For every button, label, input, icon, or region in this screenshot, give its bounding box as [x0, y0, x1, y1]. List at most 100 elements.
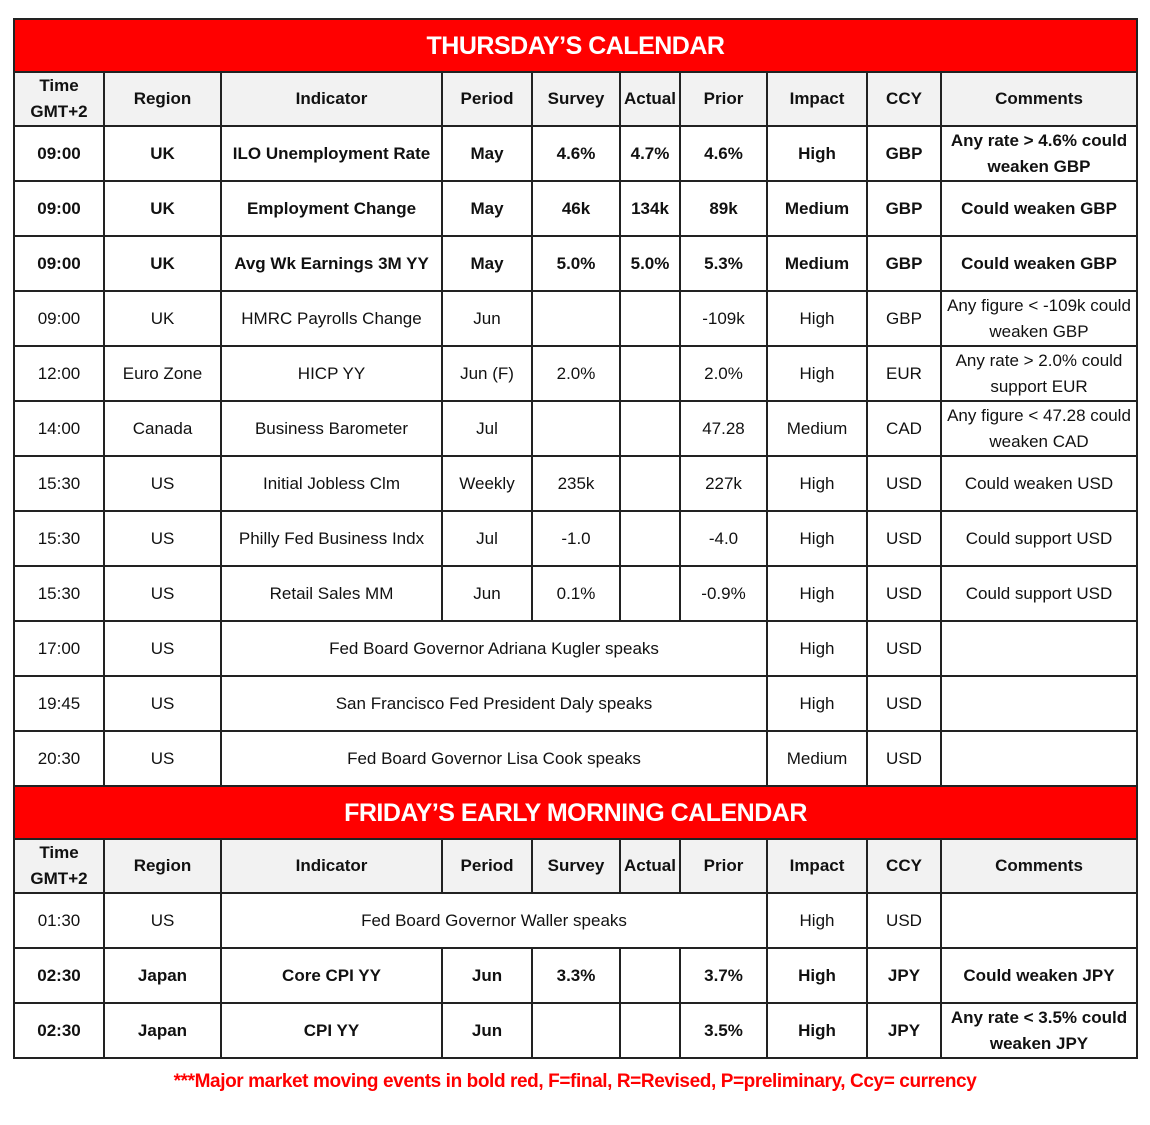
- period-cell: May: [441, 125, 533, 182]
- column-header-comments: Comments: [940, 71, 1138, 127]
- prior-cell: 3.7%: [679, 947, 768, 1004]
- time-cell: 09:00: [13, 125, 105, 182]
- actual-cell: [619, 947, 681, 1004]
- actual-cell: [619, 510, 681, 567]
- survey-cell: 4.6%: [531, 125, 621, 182]
- column-header-impact: Impact: [766, 71, 868, 127]
- region-cell: US: [103, 565, 222, 622]
- actual-cell: [619, 290, 681, 347]
- indicator-cell: HICP YY: [220, 345, 443, 402]
- period-cell: Jul: [441, 400, 533, 457]
- event-cell: Fed Board Governor Waller speaks: [220, 892, 768, 949]
- comments-cell: Any figure < 47.28 could weaken CAD: [940, 400, 1138, 457]
- indicator-cell: Avg Wk Earnings 3M YY: [220, 235, 443, 292]
- survey-cell: -1.0: [531, 510, 621, 567]
- column-header-prior: Prior: [679, 838, 768, 894]
- impact-cell: High: [766, 565, 868, 622]
- comments-cell: Could weaken GBP: [940, 235, 1138, 292]
- region-cell: US: [103, 675, 222, 732]
- prior-cell: 4.6%: [679, 125, 768, 182]
- indicator-cell: ILO Unemployment Rate: [220, 125, 443, 182]
- impact-cell: High: [766, 620, 868, 677]
- ccy-cell: JPY: [866, 1002, 942, 1059]
- impact-cell: High: [766, 510, 868, 567]
- ccy-cell: USD: [866, 892, 942, 949]
- actual-cell: [619, 1002, 681, 1059]
- table-row: 02:30 Japan CPI YY Jun 3.5% High JPY Any rate <…: [13, 1002, 1138, 1059]
- time-cell: 15:30: [13, 565, 105, 622]
- region-cell: US: [103, 730, 222, 787]
- time-cell: 15:30: [13, 510, 105, 567]
- friday-title: FRIDAY’S EARLY MORNING CALENDAR: [13, 785, 1138, 840]
- region-cell: Canada: [103, 400, 222, 457]
- column-header-indicator: Indicator: [220, 71, 443, 127]
- region-cell: US: [103, 892, 222, 949]
- actual-cell: [619, 455, 681, 512]
- actual-cell: [619, 565, 681, 622]
- comments-cell: Any rate < 3.5% could weaken JPY: [940, 1002, 1138, 1059]
- period-cell: Jun: [441, 565, 533, 622]
- thursday-banner: THURSDAY’S CALENDAR: [13, 18, 1138, 73]
- column-header-period: Period: [441, 838, 533, 894]
- comments-cell: Could support USD: [940, 510, 1138, 567]
- region-cell: UK: [103, 235, 222, 292]
- prior-cell: 89k: [679, 180, 768, 237]
- period-cell: Jun: [441, 290, 533, 347]
- region-cell: Euro Zone: [103, 345, 222, 402]
- comments-cell: Could weaken JPY: [940, 947, 1138, 1004]
- impact-cell: High: [766, 947, 868, 1004]
- table-row: 15:30 US Initial Jobless Clm Weekly 235k 227k…: [13, 455, 1138, 512]
- table-row: 17:00 US Fed Board Governor Adriana Kugler…: [13, 620, 1138, 677]
- impact-cell: Medium: [766, 400, 868, 457]
- prior-cell: 227k: [679, 455, 768, 512]
- impact-cell: High: [766, 1002, 868, 1059]
- comments-cell: Any rate > 2.0% could support EUR: [940, 345, 1138, 402]
- column-header-time: Time GMT+2: [13, 838, 105, 894]
- ccy-cell: USD: [866, 620, 942, 677]
- ccy-cell: USD: [866, 510, 942, 567]
- ccy-cell: JPY: [866, 947, 942, 1004]
- ccy-cell: CAD: [866, 400, 942, 457]
- comments-cell: [940, 892, 1138, 949]
- indicator-cell: Initial Jobless Clm: [220, 455, 443, 512]
- impact-cell: Medium: [766, 235, 868, 292]
- region-cell: UK: [103, 180, 222, 237]
- column-header-comments: Comments: [940, 838, 1138, 894]
- time-cell: 20:30: [13, 730, 105, 787]
- column-header-survey: Survey: [531, 838, 621, 894]
- economic-calendar: THURSDAY’S CALENDAR Time GMT+2 Region Indic…: [13, 18, 1138, 1059]
- table-row: 14:00 Canada Business Barometer Jul 47.28 Med…: [13, 400, 1138, 457]
- ccy-cell: USD: [866, 565, 942, 622]
- survey-cell: 46k: [531, 180, 621, 237]
- survey-cell: 5.0%: [531, 235, 621, 292]
- column-header-impact: Impact: [766, 838, 868, 894]
- thursday-title: THURSDAY’S CALENDAR: [13, 18, 1138, 73]
- column-header-region: Region: [103, 838, 222, 894]
- column-header-survey: Survey: [531, 71, 621, 127]
- region-cell: UK: [103, 290, 222, 347]
- region-cell: US: [103, 620, 222, 677]
- ccy-cell: USD: [866, 730, 942, 787]
- comments-cell: [940, 730, 1138, 787]
- comments-cell: [940, 675, 1138, 732]
- table-row: 20:30 US Fed Board Governor Lisa Cook spea…: [13, 730, 1138, 787]
- table-row: 09:00 UK HMRC Payrolls Change Jun -109k High G…: [13, 290, 1138, 347]
- survey-cell: [531, 290, 621, 347]
- prior-cell: -0.9%: [679, 565, 768, 622]
- prior-cell: -4.0: [679, 510, 768, 567]
- actual-cell: 4.7%: [619, 125, 681, 182]
- period-cell: Jun (F): [441, 345, 533, 402]
- column-header-actual: Actual: [619, 838, 681, 894]
- actual-cell: [619, 400, 681, 457]
- indicator-cell: Employment Change: [220, 180, 443, 237]
- friday-header-row: Time GMT+2 Region Indicator Period Survey Act…: [13, 838, 1138, 894]
- impact-cell: Medium: [766, 730, 868, 787]
- column-header-actual: Actual: [619, 71, 681, 127]
- indicator-cell: CPI YY: [220, 1002, 443, 1059]
- period-cell: Jun: [441, 947, 533, 1004]
- impact-cell: High: [766, 892, 868, 949]
- time-cell: 12:00: [13, 345, 105, 402]
- column-header-prior: Prior: [679, 71, 768, 127]
- ccy-cell: EUR: [866, 345, 942, 402]
- period-cell: Jul: [441, 510, 533, 567]
